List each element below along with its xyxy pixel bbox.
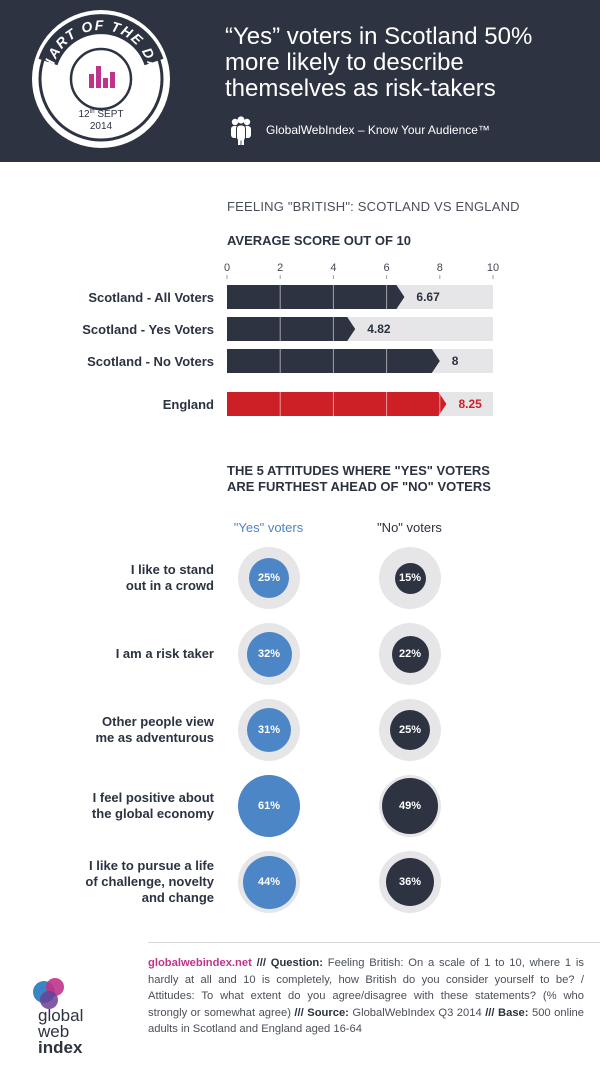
footnote-source-label: Source: [307,1006,349,1019]
footnote-question-label: Question: [270,957,323,969]
bubble-background: 25% [238,547,300,609]
yes-voters-bubble: 44% [242,855,296,909]
attitude-label: I feel positive about the global economy [14,790,214,822]
bar [227,317,356,341]
bar [227,285,405,309]
x-tick-label: 4 [330,262,336,274]
headline-line: themselves as risk-takers [225,75,496,102]
chart-of-the-day-badge: CHART OF THE DAY 12th SEPT 2014 [32,10,170,148]
bubble-background: 25% [379,699,441,761]
column-header-yes-voters: "Yes" voters [233,520,304,535]
yes-voters-bubble: 31% [247,708,291,752]
yes-voters-bubble: 32% [246,631,292,677]
headline: “Yes” voters in Scotland 50% more likely… [225,24,585,102]
bubble-background: 61% [238,775,300,837]
footnote: globalwebindex.net /// Question: Feeling… [148,955,584,1038]
footnote-base-label: Base: [498,1006,529,1019]
footnote-sep: /// [251,957,271,969]
bubble-background: 49% [379,775,441,837]
category-label: Scotland - Yes Voters [82,322,214,337]
attitude-label-line: the global economy [91,806,214,821]
attitude-label-line: I like to pursue a life [89,858,214,873]
header-banner: CHART OF THE DAY 12th SEPT 2014 “Yes” vo… [0,0,600,162]
x-tick-label: 8 [437,262,443,274]
value-label: 8 [452,354,459,368]
x-tick-label: 0 [224,262,230,274]
attitude-label-line: out in a crowd [125,578,214,593]
footnote-source-text: GlobalWebIndex Q3 2014 [348,1006,486,1019]
bubble-background: 31% [238,699,300,761]
no-voters-bubble: 36% [386,858,434,906]
x-tick-label: 10 [487,262,499,274]
bubble-background: 22% [379,623,441,685]
section-title-line: ARE FURTHEST AHEAD OF "NO" VOTERS [227,479,491,494]
category-label: England [163,397,214,412]
x-tick-label: 6 [384,262,390,274]
x-tick-label: 2 [277,262,283,274]
value-label: 8.25 [458,397,482,411]
bubble-background: 44% [238,851,300,913]
bar [227,392,447,416]
footer-divider [148,942,600,943]
attitude-row: I like to stand out in a crowd 25% 15% [0,540,600,616]
footnote-base-text: 500 online adults in Scotland and Englan… [148,1006,585,1036]
attitudes-bubble-chart: I like to stand out in a crowd 25% 15% I am … [0,540,600,920]
bubble-background: 32% [238,623,300,685]
section-title-line: THE 5 ATTITUDES WHERE "YES" VOTERS [227,463,490,478]
value-label: 6.67 [416,290,440,304]
headline-line: “Yes” voters in Scotland 50% [225,23,533,50]
yes-voters-bubble: 25% [249,558,289,598]
attitude-row: I am a risk taker 32% 22% [0,616,600,692]
attitude-label: I am a risk taker [14,646,214,662]
globalwebindex-logo-icon [33,978,64,1009]
tagline: GlobalWebIndex – Know Your Audience™ [266,123,490,137]
british-score-bar-chart: 0 2 4 6 8 10 Scotland - All Voters 6.67 Scotland… [82,262,499,416]
footnote-sep: /// [485,1006,499,1019]
attitude-label-line: Other people view [102,714,214,729]
logo-line: index [38,1038,83,1057]
attitude-label: I like to pursue a life of challenge, nov… [14,858,214,906]
attitude-label-line: me as adventurous [95,730,215,745]
logo-line: web [38,1022,70,1041]
logo-line: global [38,1006,84,1025]
bubble-background: 15% [379,547,441,609]
svg-text:12th SEPT: 12th SEPT [78,109,123,120]
category-label: Scotland - No Voters [87,354,214,369]
svg-text:2014: 2014 [90,121,113,132]
value-label: 4.82 [367,322,391,336]
chart-subtitle: AVERAGE SCORE OUT OF 10 [227,233,411,248]
yes-voters-bubble: 61% [238,775,300,837]
category-label: Scotland - All Voters [88,290,214,305]
section-title-attitudes: THE 5 ATTITUDES WHERE "YES" VOTERS ARE F… [227,463,567,495]
mini-chart-icon [89,66,115,88]
no-voters-bubble: 25% [390,710,430,750]
attitude-label-line: of challenge, novelty [85,874,214,889]
attitude-label-line: I am a risk taker [115,646,214,661]
no-voters-bubble: 22% [391,635,429,673]
attitude-label-line: and change [141,890,214,905]
column-header-no-voters: "No" voters [377,520,442,535]
attitude-row: I like to pursue a life of challenge, nov… [0,844,600,920]
attitude-row: I feel positive about the global economy 6… [0,768,600,844]
headline-line: more likely to describe [225,49,464,76]
attitude-row: Other people view me as adventurous 31% 25% [0,692,600,768]
attitude-label-line: I like to stand [130,562,214,577]
bubble-background: 36% [379,851,441,913]
section-title-feeling-british: FEELING "BRITISH": SCOTLAND VS ENGLAND [227,199,520,214]
footnote-sep: /// [294,1006,308,1019]
no-voters-bubble: 15% [394,562,426,594]
footnote-question-text: Feeling British: On a scale of 1 to 10, … [148,957,584,1019]
attitude-label: I like to stand out in a crowd [14,562,214,594]
attitude-label: Other people view me as adventurous [14,714,215,746]
no-voters-bubble: 49% [382,778,438,834]
globalwebindex-logo-text: global web index [38,1006,84,1057]
people-group-icon [231,116,251,145]
attitude-label-line: I feel positive about [92,790,214,805]
footnote-site: globalwebindex.net [148,957,252,969]
